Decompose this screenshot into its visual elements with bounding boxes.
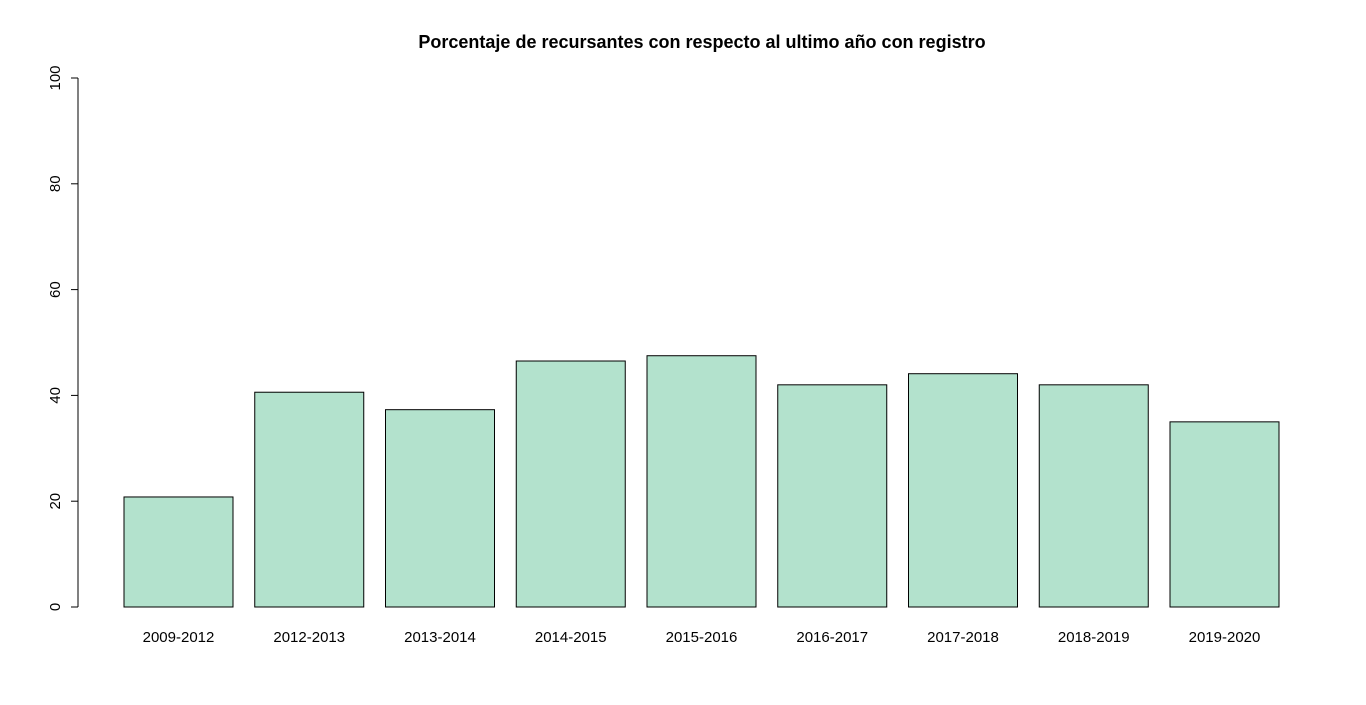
bar-2017-2018: [908, 373, 1018, 608]
chart-title: Porcentaje de recursantes con respecto a…: [418, 32, 985, 52]
x-tick-label: 2013-2014: [404, 629, 476, 646]
bar-2019-2020: [1169, 421, 1280, 608]
x-tick-label: 2012-2013: [273, 629, 345, 646]
y-tick-label: 80: [47, 175, 64, 192]
bar-2016-2017: [777, 384, 888, 608]
bar-2013-2014: [385, 409, 495, 608]
x-tick-label: 2017-2018: [927, 629, 999, 646]
x-tick-label: 2015-2016: [666, 629, 738, 646]
y-tick-label: 60: [47, 281, 64, 298]
bar-2018-2019: [1038, 384, 1149, 608]
bar-2012-2013: [254, 391, 365, 608]
x-tick-label: 2016-2017: [796, 629, 868, 646]
y-tick-label: 100: [47, 65, 64, 90]
bars-group: [123, 355, 1280, 608]
x-axis-labels: 2009-2012 2012-2013 2013-2014 2014-2015 2015…: [143, 629, 1261, 646]
y-tick-label: 0: [47, 603, 64, 611]
x-tick-label: 2014-2015: [535, 629, 607, 646]
bar-2015-2016: [646, 355, 757, 608]
y-tick-label: 20: [47, 493, 64, 510]
y-axis: 0 20 40 60 80 100: [47, 65, 79, 611]
bar-2009-2012: [123, 496, 234, 608]
x-tick-label: 2018-2019: [1058, 629, 1130, 646]
x-tick-label: 2019-2020: [1189, 629, 1261, 646]
x-tick-label: 2009-2012: [143, 629, 215, 646]
y-tick-label: 40: [47, 387, 64, 404]
bar-2014-2015: [515, 360, 626, 608]
